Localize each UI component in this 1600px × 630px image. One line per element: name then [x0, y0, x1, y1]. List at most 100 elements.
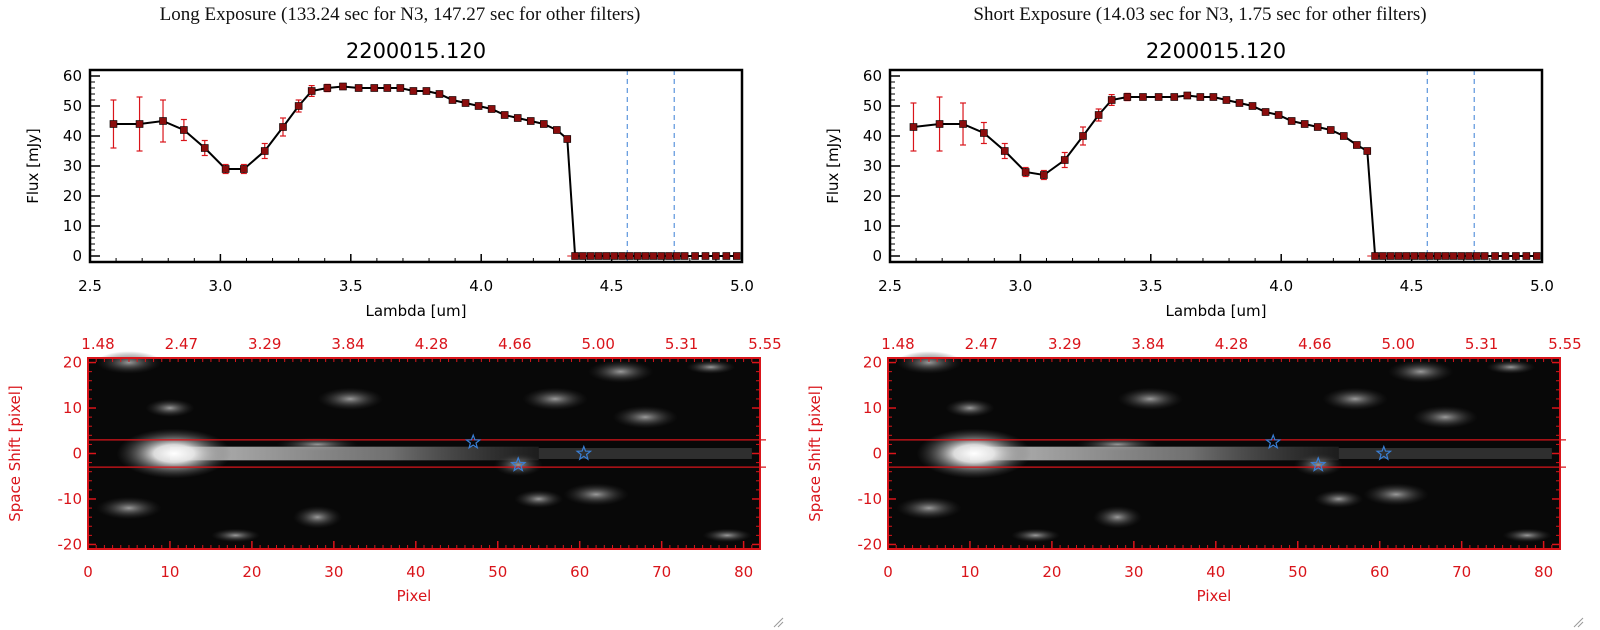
data-point: [1441, 252, 1450, 260]
data-point: [323, 84, 332, 92]
data-point: [1222, 96, 1231, 104]
source-blob: [896, 351, 962, 374]
y-tick-label: 10: [863, 217, 882, 235]
data-point: [307, 87, 316, 95]
data-point: [1079, 132, 1087, 140]
source-blob: [1293, 453, 1343, 477]
x-tick-label: 20: [242, 563, 261, 581]
data-point: [579, 252, 587, 260]
y-tick-label: 20: [863, 187, 882, 205]
top-tick-label: 4.66: [498, 335, 531, 353]
data-point: [1021, 168, 1030, 176]
y-axis-label: Space Shift [pixel]: [6, 385, 24, 522]
series-line: [913, 94, 1537, 257]
series-line: [113, 85, 737, 257]
y-tick-label: -10: [858, 490, 883, 508]
data-point: [1433, 252, 1442, 260]
data-point: [1300, 120, 1309, 128]
y-tick-label: 10: [63, 399, 82, 417]
data-point: [1170, 93, 1179, 101]
data-point: [722, 252, 731, 260]
data-point: [1123, 93, 1132, 101]
source-blob: [1092, 505, 1143, 529]
y-tick-label: 50: [863, 97, 882, 115]
data-point: [279, 123, 287, 131]
x-tick-label: 2.5: [878, 277, 902, 295]
x-tick-label: 70: [652, 563, 671, 581]
source-blob: [686, 360, 736, 374]
data-point: [339, 82, 347, 91]
data-point: [1532, 252, 1541, 260]
top-tick-label: 3.29: [1048, 335, 1081, 353]
x-tick-label: 3.5: [1139, 277, 1163, 295]
x-tick-label: 40: [406, 563, 425, 581]
top-tick-label: 3.29: [248, 335, 281, 353]
panel-title: Short Exposure (14.03 sec for N3, 1.75 s…: [973, 4, 1427, 25]
y-tick-label: 10: [863, 399, 882, 417]
x-tick-label: 2.5: [78, 277, 102, 295]
x-tick-label: 30: [1124, 563, 1143, 581]
data-point: [135, 120, 144, 128]
y-tick-label: 20: [863, 354, 882, 372]
x-tick-label: 40: [1206, 563, 1225, 581]
data-point: [1472, 252, 1481, 260]
plot-frame: [88, 68, 744, 264]
data-point: [980, 129, 988, 137]
data-point: [1410, 252, 1419, 260]
data-point: [474, 102, 483, 110]
data-point: [1426, 252, 1434, 260]
data-point: [354, 84, 363, 92]
data-point: [294, 102, 303, 110]
source-blob: [210, 528, 261, 543]
data-point: [370, 84, 379, 92]
y-tick-label: 30: [863, 157, 882, 175]
top-tick-label: 5.00: [582, 335, 615, 353]
source-blob: [563, 483, 629, 506]
plot-frame: [888, 68, 1544, 264]
data-point: [1386, 252, 1395, 260]
data-point: [500, 111, 509, 119]
x-tick-label: 3.5: [339, 277, 363, 295]
data-point: [240, 165, 248, 173]
x-tick-label: 50: [488, 563, 507, 581]
data-point: [680, 252, 689, 260]
x-tick-label: 4.0: [1269, 277, 1293, 295]
spectrum-trace: [169, 446, 539, 461]
data-point: [691, 252, 699, 260]
data-point: [732, 252, 741, 260]
top-tick-label: 4.66: [1298, 335, 1331, 353]
source-blob: [292, 505, 343, 529]
y-tick-label: -20: [58, 535, 83, 553]
data-point: [553, 126, 561, 134]
resize-grip-icon[interactable]: [1572, 616, 1584, 628]
y-tick-label: 20: [63, 187, 82, 205]
data-point: [712, 252, 720, 260]
data-point: [602, 252, 611, 260]
source-blob: [1117, 387, 1184, 411]
data-point: [539, 120, 548, 128]
data-point: [1339, 132, 1348, 140]
source-blob: [317, 387, 384, 411]
data-point: [200, 144, 209, 152]
data-point: [159, 117, 167, 125]
y-tick-label: 40: [63, 127, 82, 145]
resize-grip-icon[interactable]: [772, 616, 784, 628]
star-marker-icon: [509, 456, 527, 472]
source-blob: [1363, 483, 1429, 506]
x-tick-label: 4.5: [600, 277, 624, 295]
top-tick-label: 2.47: [965, 335, 998, 353]
top-tick-label: 5.31: [1465, 335, 1498, 353]
source-blob: [1314, 489, 1364, 509]
data-point: [1248, 102, 1257, 110]
x-tick-label: 4.0: [469, 277, 493, 295]
top-tick-label: 3.84: [331, 335, 364, 353]
data-point: [1154, 93, 1163, 101]
spectrum-trace-tail: [1338, 448, 1552, 459]
flux-spectrum-chart: 2200015.120 Lambda [um] Flux [mJy] 2.5 3.0 3.…: [824, 39, 1554, 320]
top-tick-label: 3.84: [1131, 335, 1164, 353]
data-point: [1480, 252, 1489, 260]
spectrum-trace-tail: [538, 448, 752, 459]
y-tick-label: 30: [63, 157, 82, 175]
data-point: [935, 120, 944, 128]
data-point: [448, 96, 457, 104]
